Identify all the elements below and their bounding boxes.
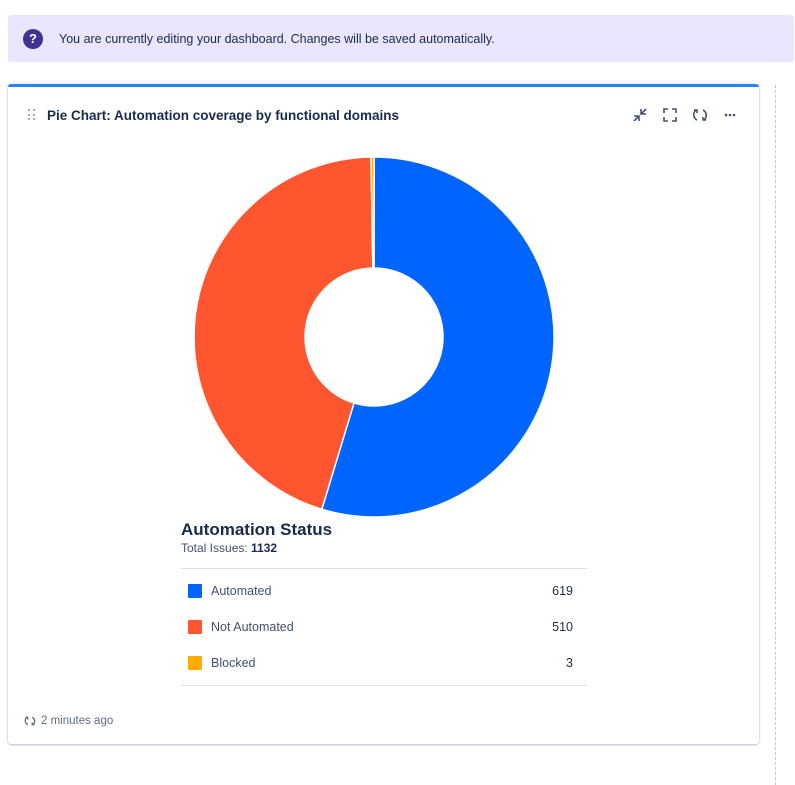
legend-value: 619 <box>552 584 573 598</box>
legend-total: Total Issues: 1132 <box>181 541 332 555</box>
banner-message: You are currently editing your dashboard… <box>59 31 495 46</box>
slice-not-automated[interactable] <box>193 156 374 511</box>
chart-legend: Automated 619 Not Automated 510 Blocked 3 <box>181 568 587 686</box>
legend-title: Automation Status <box>181 520 333 539</box>
legend-swatch <box>188 656 202 670</box>
edit-mode-banner: ? You are currently editing your dashboa… <box>8 15 794 62</box>
minimize-icon[interactable] <box>629 104 651 126</box>
legend-item-blocked[interactable]: Blocked 3 <box>181 645 587 681</box>
legend-label: Not Automated <box>211 620 294 634</box>
question-circle-icon: ? <box>23 28 43 49</box>
total-value: 1132 <box>251 541 278 555</box>
total-label: Total Issues: <box>181 541 248 555</box>
slice-automated[interactable] <box>320 156 555 517</box>
legend-item-automated[interactable]: Automated 619 <box>181 573 587 609</box>
pie-chart-gadget: Pie Chart: Automation coverage by functi… <box>8 84 759 744</box>
empty-column-dropzone <box>775 85 795 785</box>
last-updated-text: 2 minutes ago <box>41 715 114 727</box>
refresh-icon[interactable] <box>689 104 711 126</box>
gadget-toolbar <box>629 104 741 126</box>
legend-swatch <box>188 620 202 634</box>
gadget-title: Pie Chart: Automation coverage by functi… <box>47 108 400 123</box>
legend-value: 510 <box>552 620 573 634</box>
drag-handle-icon[interactable] <box>28 109 36 121</box>
legend-label: Blocked <box>211 656 256 670</box>
legend-swatch <box>188 584 202 598</box>
donut-chart <box>193 156 555 517</box>
legend-item-not-automated[interactable]: Not Automated 510 <box>181 609 587 645</box>
slice-blocked[interactable] <box>370 156 375 269</box>
legend-label: Automated <box>211 584 272 598</box>
fullscreen-icon[interactable] <box>659 104 681 126</box>
last-updated: 2 minutes ago <box>24 715 113 727</box>
more-icon[interactable] <box>719 104 741 126</box>
legend-value: 3 <box>566 656 573 670</box>
refresh-small-icon <box>24 716 36 726</box>
